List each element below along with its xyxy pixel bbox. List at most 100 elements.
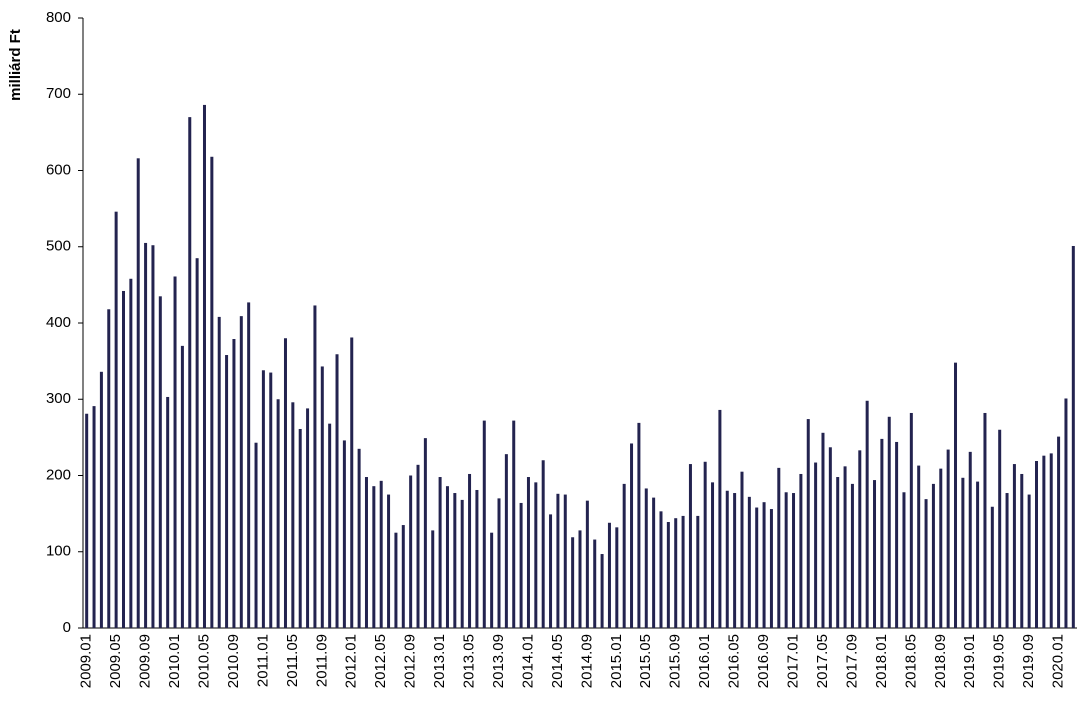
x-tick-label: 2019.09: [1020, 634, 1037, 688]
y-axis-label: milliárd Ft: [7, 29, 24, 101]
bar: [328, 423, 332, 628]
bar: [92, 406, 96, 628]
x-tick-label: 2017.09: [843, 634, 860, 688]
bar: [158, 296, 162, 628]
x-tick-label: 2013.01: [431, 634, 448, 688]
x-tick-label: 2009.09: [137, 634, 154, 688]
bar: [873, 480, 877, 628]
bar: [460, 499, 464, 628]
bar: [534, 482, 538, 628]
y-tick-label: 800: [46, 9, 71, 26]
y-tick-label: 0: [63, 619, 71, 636]
bar: [512, 420, 516, 628]
x-tick-label: 2015.09: [667, 634, 684, 688]
bar: [151, 245, 155, 628]
bar: [777, 467, 781, 628]
x-tick-label: 2019.05: [991, 634, 1008, 688]
bar: [696, 515, 700, 628]
x-tick-label: 2015.05: [637, 634, 654, 688]
x-tick-label: 2015.01: [608, 634, 625, 688]
bar: [1057, 436, 1061, 628]
bar: [136, 158, 140, 629]
bar: [1012, 464, 1016, 628]
bar: [423, 438, 427, 628]
y-tick-label: 500: [46, 238, 71, 255]
bar: [902, 492, 906, 628]
bar: [283, 338, 287, 628]
y-tick-label: 200: [46, 466, 71, 483]
bar: [659, 511, 663, 628]
bar: [387, 494, 391, 628]
bar: [180, 345, 184, 628]
bar: [276, 399, 280, 628]
bar: [357, 448, 361, 628]
x-tick-label: 2016.09: [755, 634, 772, 688]
y-tick-label: 700: [46, 85, 71, 102]
bar: [232, 339, 236, 628]
bar: [129, 278, 133, 628]
bar: [917, 465, 921, 628]
bar: [306, 408, 310, 628]
x-tick-label: 2011.05: [284, 634, 301, 687]
x-tick-label: 2009.01: [78, 634, 95, 688]
x-tick-label: 2014.01: [519, 634, 536, 688]
bar: [792, 493, 796, 628]
bar: [644, 488, 648, 628]
bar: [983, 412, 987, 628]
bar: [814, 462, 818, 628]
bar: [239, 316, 243, 628]
bar: [563, 494, 567, 628]
bar: [637, 422, 641, 628]
bar: [740, 471, 744, 628]
x-tick-label: 2012.01: [343, 634, 360, 688]
bar: [409, 475, 413, 628]
y-tick-label: 300: [46, 390, 71, 407]
bar: [166, 396, 170, 628]
bar: [188, 117, 192, 628]
bar: [350, 337, 354, 628]
bar: [144, 242, 148, 628]
bar: [313, 305, 317, 628]
x-tick-label: 2017.05: [814, 634, 831, 688]
bar: [225, 355, 229, 628]
bar: [497, 498, 501, 628]
bar: [114, 211, 118, 629]
bar: [990, 506, 994, 628]
bar: [769, 509, 773, 628]
bar: [298, 428, 302, 628]
bar: [968, 451, 972, 628]
bar: [1005, 493, 1009, 628]
bar: [1049, 453, 1053, 628]
bar: [850, 483, 854, 628]
bar: [998, 429, 1002, 628]
bar: [195, 258, 199, 628]
bar: [799, 473, 803, 628]
x-tick-label: 2018.05: [902, 634, 919, 688]
bar: [887, 416, 891, 628]
bar: [961, 477, 965, 628]
bar: [895, 441, 899, 628]
bar: [526, 477, 530, 628]
bar: [445, 486, 449, 628]
bar: [247, 302, 251, 628]
y-tick-label: 600: [46, 161, 71, 178]
bar: [254, 442, 258, 628]
bar: [755, 507, 759, 628]
bar: [578, 530, 582, 628]
x-tick-label: 2014.05: [549, 634, 566, 688]
y-tick-label: 400: [46, 314, 71, 331]
x-tick-label: 2010.09: [225, 634, 242, 688]
x-tick-label: 2013.09: [490, 634, 507, 688]
bar: [909, 412, 913, 628]
bar: [858, 450, 862, 628]
bar: [173, 276, 177, 628]
x-tick-label: 2012.09: [402, 634, 419, 688]
x-tick-label: 2016.05: [726, 634, 743, 688]
bar: [688, 464, 692, 628]
bar: [946, 449, 950, 628]
bar: [674, 518, 678, 628]
x-tick-label: 2010.01: [166, 634, 183, 688]
bar: [571, 537, 575, 628]
bar: [217, 316, 221, 628]
